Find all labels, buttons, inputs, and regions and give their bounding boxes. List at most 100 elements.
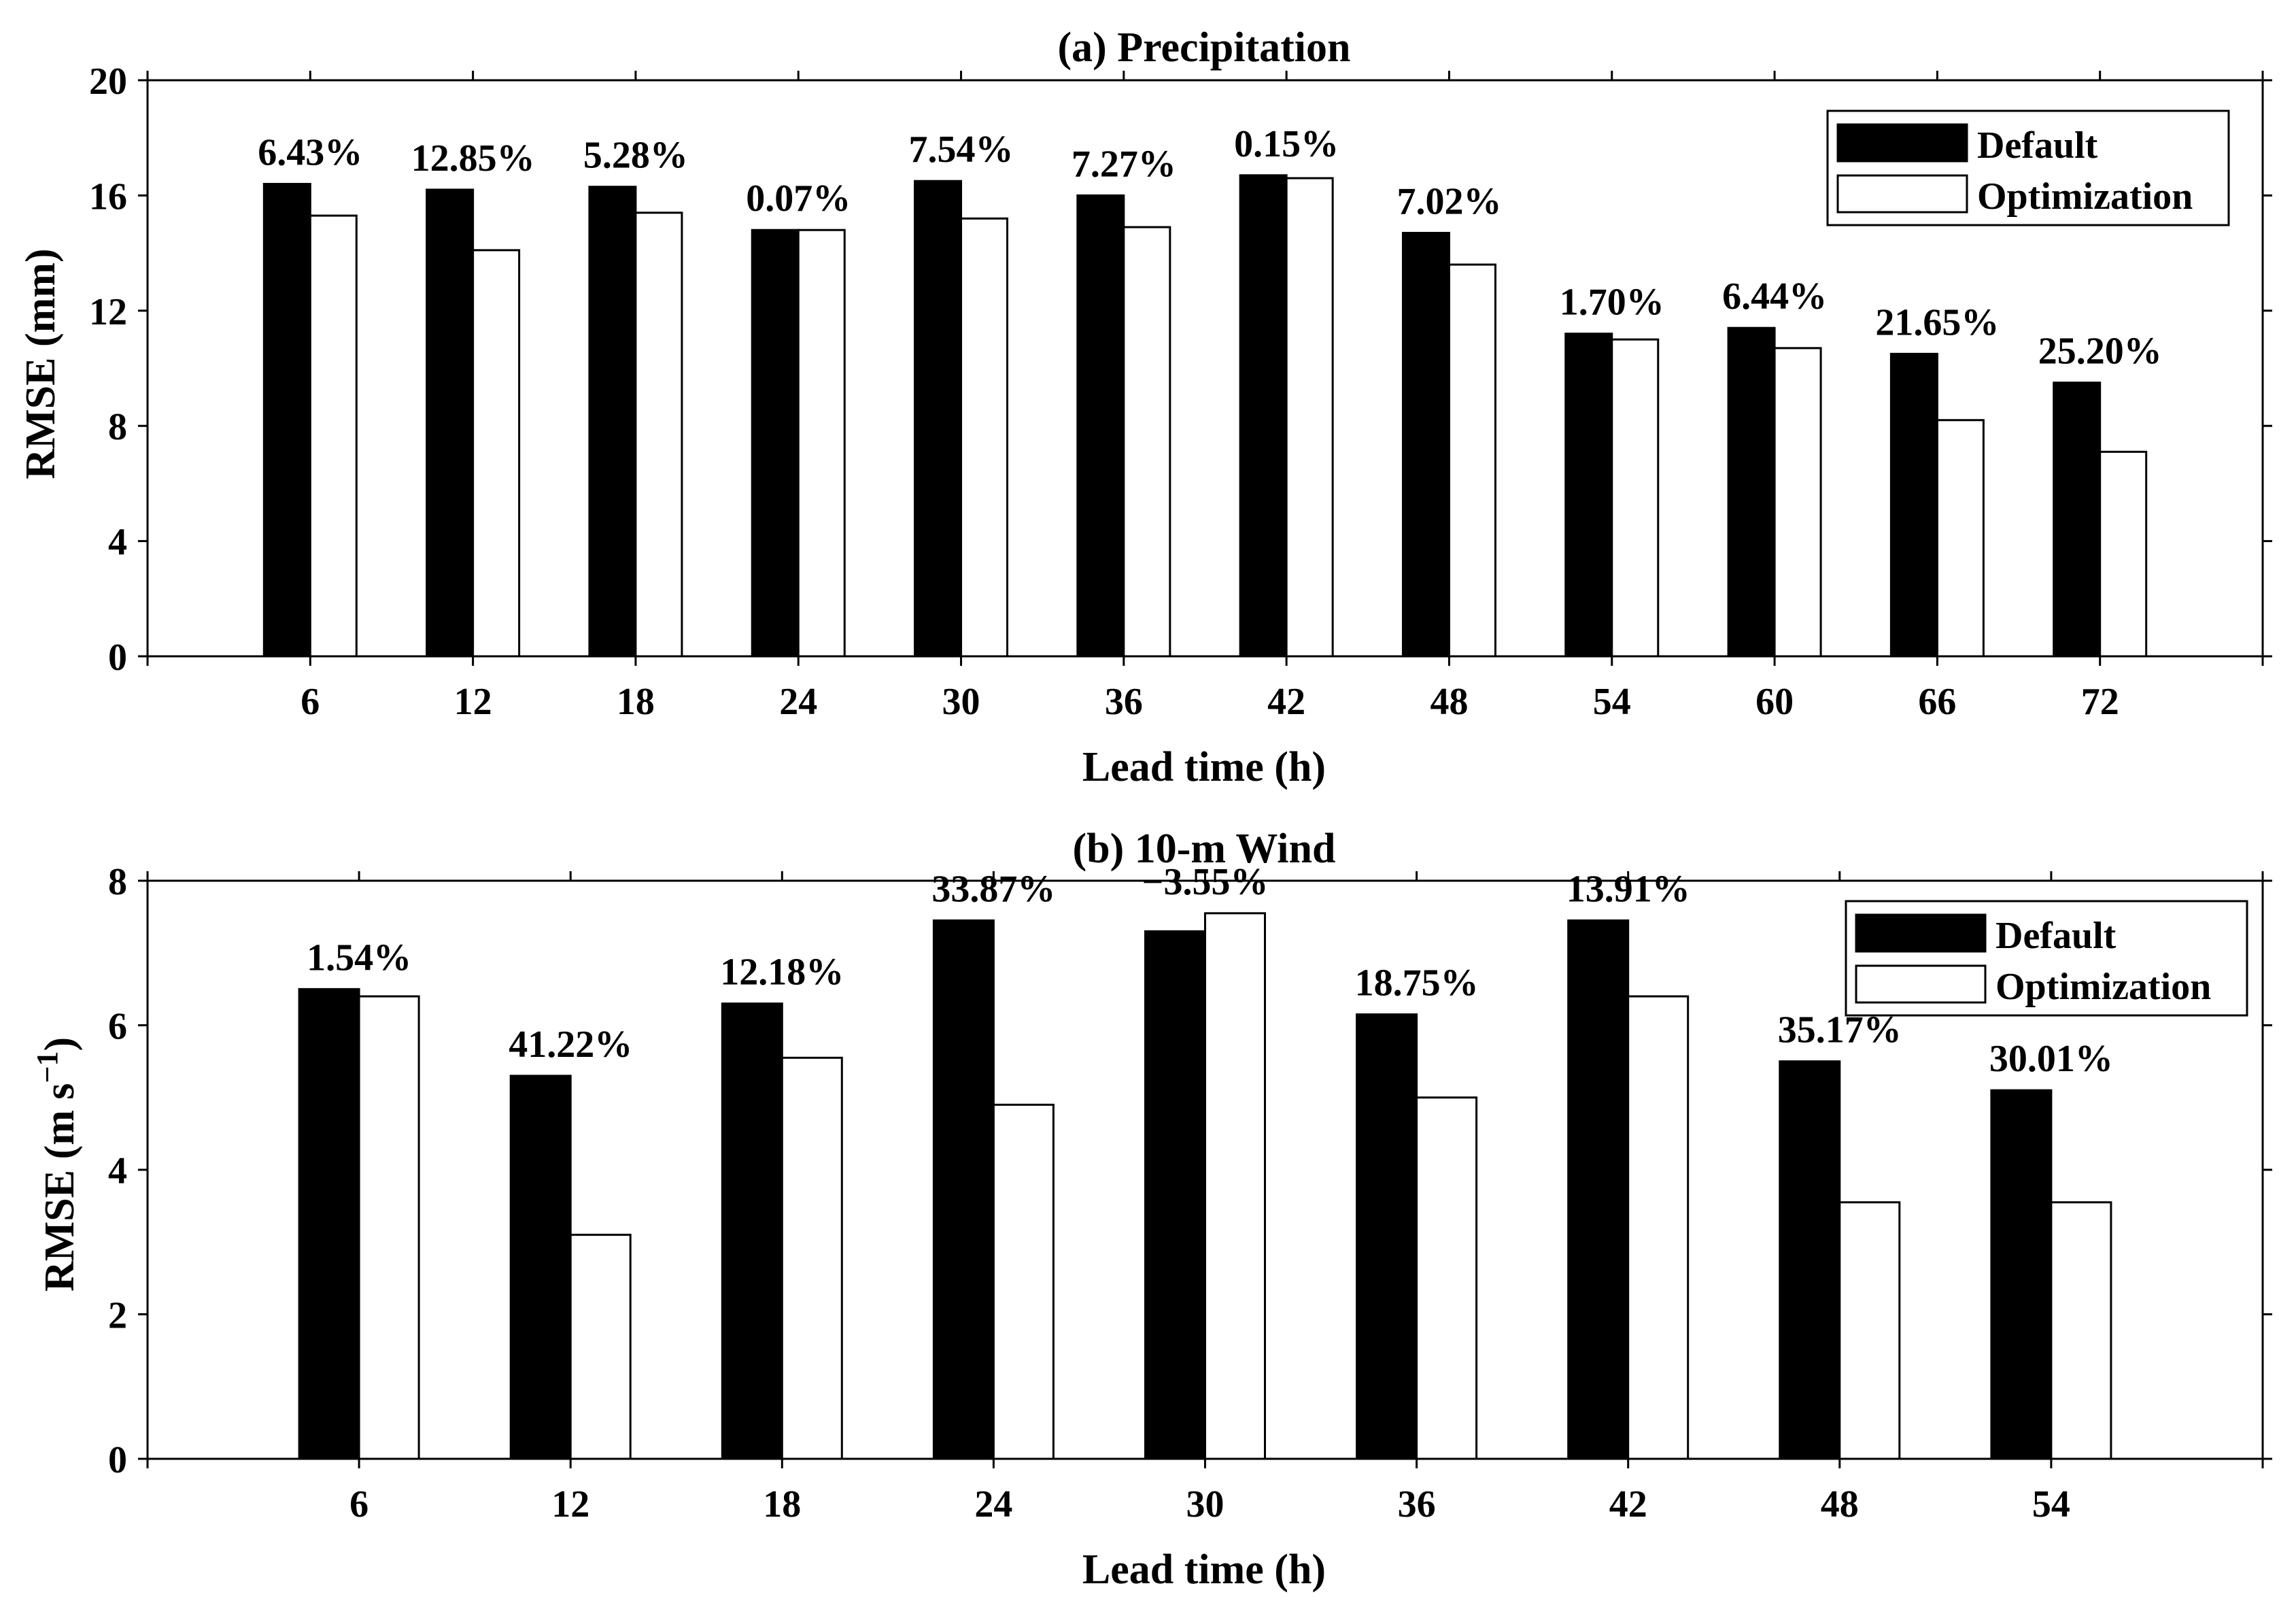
bar-default-30 xyxy=(914,180,963,658)
x-axis-label: Lead time (h) xyxy=(1082,744,1326,790)
bar-optimization-18 xyxy=(634,212,683,658)
improvement-label: 1.70% xyxy=(1560,282,1664,324)
bar-default-54 xyxy=(1990,1089,2053,1460)
improvement-label: 7.02% xyxy=(1397,180,1501,222)
bar-default-18 xyxy=(721,1002,783,1460)
x-tick-label: 48 xyxy=(1430,681,1468,723)
x-tick-label: 24 xyxy=(779,681,817,723)
legend-swatch-default xyxy=(1855,913,1987,953)
y-axis-label-exponent: −1 xyxy=(31,1051,64,1083)
improvement-label: 41.22% xyxy=(509,1024,632,1066)
bar-optimization-72 xyxy=(2099,450,2148,658)
legend: Default Optimization xyxy=(1826,109,2230,226)
bar-optimization-60 xyxy=(1773,347,1822,658)
bar-default-24 xyxy=(932,919,995,1460)
bar-optimization-12 xyxy=(472,249,521,658)
bar-default-42 xyxy=(1567,919,1630,1460)
x-tick-label: 12 xyxy=(551,1483,589,1525)
bar-optimization-6 xyxy=(309,214,358,658)
bar-optimization-24 xyxy=(992,1103,1055,1460)
x-tick-label: 72 xyxy=(2081,681,2119,723)
bar-optimization-12 xyxy=(569,1234,632,1460)
x-tick-label: 36 xyxy=(1105,681,1143,723)
panel-precipitation: (a) Precipitation RMSE (mm) Lead time (h… xyxy=(18,24,2272,790)
bar-optimization-42 xyxy=(1285,177,1334,658)
legend-label-optimization: Optimization xyxy=(1977,175,2193,218)
x-tick-label: 30 xyxy=(942,681,980,723)
bar-optimization-48 xyxy=(1838,1201,1901,1460)
improvement-label: 7.54% xyxy=(909,129,1014,171)
legend: Default Optimization xyxy=(1845,900,2248,1017)
bar-optimization-54 xyxy=(2050,1201,2112,1460)
bar-optimization-54 xyxy=(1611,338,1660,658)
y-tick-label: 6 xyxy=(108,1006,127,1048)
bar-optimization-36 xyxy=(1123,226,1171,658)
y-axis-label-close: ) xyxy=(37,1037,83,1051)
improvement-label: 21.65% xyxy=(1875,301,1999,343)
x-tick-label: 42 xyxy=(1267,681,1305,723)
y-tick-label: 2 xyxy=(108,1295,127,1337)
legend-label-default: Default xyxy=(1995,915,2117,957)
improvement-label: 6.43% xyxy=(258,131,362,173)
x-tick-label: 36 xyxy=(1398,1483,1436,1525)
bar-default-48 xyxy=(1779,1060,1841,1460)
bar-default-42 xyxy=(1239,174,1288,658)
x-tick-label: 6 xyxy=(349,1483,369,1525)
x-axis-label: Lead time (h) xyxy=(1082,1547,1326,1593)
x-tick-label: 30 xyxy=(1186,1483,1224,1525)
bar-default-36 xyxy=(1356,1013,1418,1460)
bar-default-18 xyxy=(588,186,637,658)
x-tick-label: 48 xyxy=(1821,1483,1859,1525)
y-tick-label: 4 xyxy=(108,522,127,564)
x-tick-label: 18 xyxy=(617,681,655,723)
bar-default-6 xyxy=(262,182,311,658)
improvement-label: 12.18% xyxy=(720,951,844,994)
improvement-label: 18.75% xyxy=(1355,962,1479,1005)
bar-optimization-36 xyxy=(1416,1096,1478,1460)
improvement-label: 12.85% xyxy=(411,137,535,180)
plot-frame xyxy=(146,79,2264,658)
bar-default-48 xyxy=(1401,231,1450,658)
bar-default-54 xyxy=(1564,333,1613,658)
legend-label-default: Default xyxy=(1977,124,2098,167)
annotations-layer: 6.43% 12.85% 5.28% 0.07% 7.54% 7.27% 0.15% 7.02… xyxy=(258,123,2161,373)
improvement-label: 25.20% xyxy=(2038,331,2162,373)
improvement-label: 0.15% xyxy=(1234,123,1339,165)
x-tick-label: 24 xyxy=(974,1483,1012,1525)
x-tick-label: 60 xyxy=(1755,681,1794,723)
x-tick-label: 66 xyxy=(1918,681,1956,723)
panel-wind: (b) 10-m Wind RMSE (m s−1) Lead time (h)… xyxy=(31,826,2272,1593)
y-tick-label: 8 xyxy=(108,406,127,448)
y-tick-label: 12 xyxy=(89,291,127,333)
bar-optimization-48 xyxy=(1447,263,1496,658)
bar-optimization-18 xyxy=(781,1056,843,1460)
y-axis-label: RMSE (m s−1) xyxy=(31,1037,83,1292)
x-tick-label: 54 xyxy=(1593,681,1631,723)
bar-optimization-66 xyxy=(1936,419,1985,658)
bar-optimization-24 xyxy=(797,229,846,658)
legend-swatch-optimization xyxy=(1855,964,1987,1004)
bar-optimization-30 xyxy=(960,217,1009,658)
y-tick-label: 4 xyxy=(108,1150,127,1192)
bar-default-12 xyxy=(509,1075,572,1460)
bar-default-60 xyxy=(1727,326,1776,658)
bars-layer xyxy=(298,912,2112,1460)
x-tick-label: 54 xyxy=(2032,1483,2070,1525)
y-tick-label: 20 xyxy=(89,61,127,103)
y-tick-label: 16 xyxy=(89,175,127,218)
bar-default-72 xyxy=(2053,382,2102,658)
improvement-label: 0.07% xyxy=(746,178,851,220)
improvement-label: −3.55% xyxy=(1142,861,1269,903)
bar-default-30 xyxy=(1144,930,1206,1460)
annotations-layer: 1.54%41.22%12.18%33.87% −3.55%18.75%13.91… xyxy=(307,861,2113,1080)
y-axis-label-main: RMSE (m s xyxy=(37,1083,83,1292)
bar-default-12 xyxy=(426,188,475,658)
improvement-label: 6.44% xyxy=(1722,275,1827,318)
improvement-label: 30.01% xyxy=(1989,1038,2113,1080)
bar-optimization-6 xyxy=(358,995,420,1460)
legend-swatch-optimization xyxy=(1836,174,1968,214)
y-tick-label: 0 xyxy=(108,637,127,679)
